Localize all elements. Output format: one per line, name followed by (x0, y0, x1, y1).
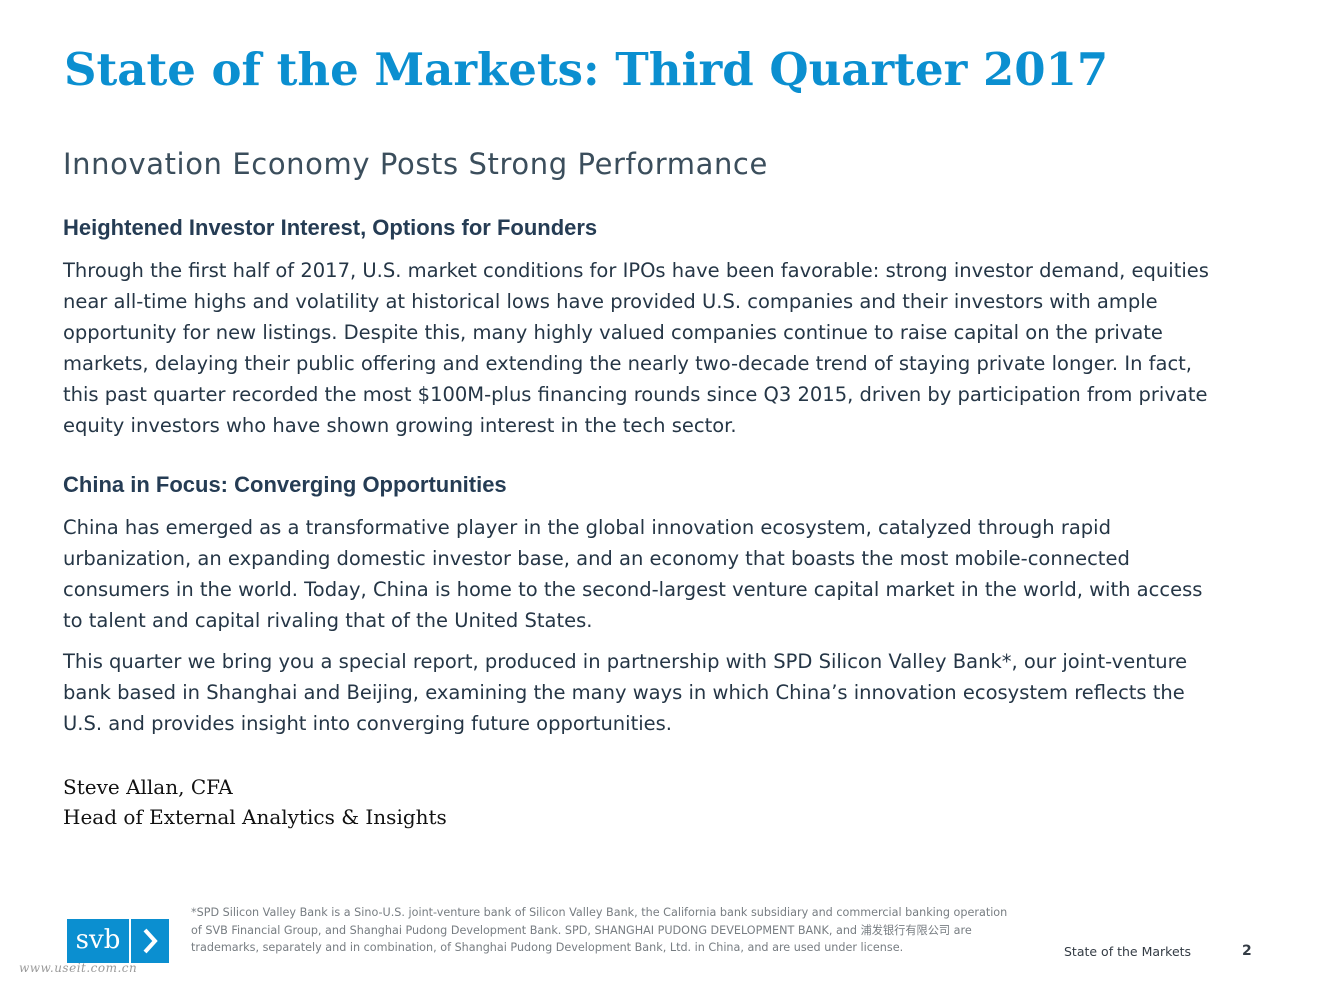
page-subtitle: Innovation Economy Posts Strong Performa… (63, 147, 768, 181)
signature-name: Steve Allan, CFA (63, 775, 233, 799)
svb-logo-wordmark: svb (67, 919, 129, 963)
svb-logo: svb (67, 919, 169, 963)
china-focus-paragraph-1: China has emerged as a transformative pl… (63, 516, 1203, 632)
signature-role: Head of External Analytics & Insights (63, 805, 447, 829)
page-title: State of the Markets: Third Quarter 2017 (64, 43, 1109, 96)
investor-interest-paragraph: Through the first half of 2017, U.S. mar… (63, 259, 1209, 437)
section-heading-china-focus: China in Focus: Converging Opportunities (63, 472, 507, 497)
chevron-right-icon (131, 919, 169, 963)
watermark: www.useit.com.cn (19, 961, 138, 975)
footer-label: State of the Markets (1064, 944, 1192, 959)
china-focus-paragraph-2: This quarter we bring you a special repo… (63, 650, 1188, 735)
section-heading-investor-interest: Heightened Investor Interest, Options fo… (63, 215, 598, 240)
footnote: *SPD Silicon Valley Bank is a Sino-U.S. … (191, 906, 1008, 954)
page-number: 2 (1242, 943, 1252, 959)
